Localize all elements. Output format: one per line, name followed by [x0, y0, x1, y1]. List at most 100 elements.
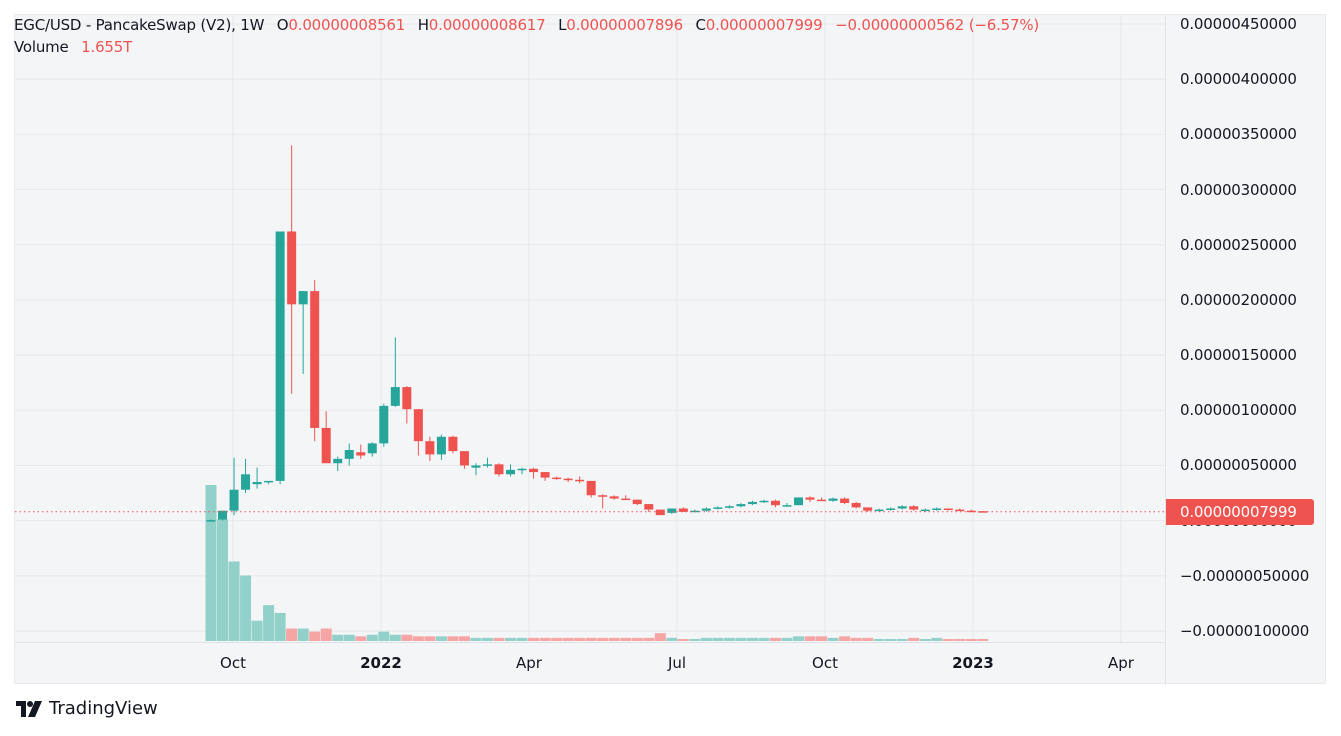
candle-body[interactable] — [863, 507, 873, 511]
candle-body[interactable] — [413, 409, 423, 442]
candle-series — [206, 145, 988, 522]
candle-body[interactable] — [644, 504, 654, 510]
candle-body[interactable] — [805, 497, 815, 500]
candle-body[interactable] — [275, 231, 285, 481]
volume-bar — [516, 637, 528, 641]
volume-bar — [228, 561, 240, 641]
price-tick-label: 0.00000150000 — [1180, 346, 1297, 365]
volume-bar — [597, 637, 609, 641]
candle-body[interactable] — [667, 508, 677, 513]
volume-bar — [931, 637, 943, 641]
candle-body[interactable] — [851, 502, 861, 508]
tradingview-wordmark: TradingView — [49, 698, 158, 719]
candle-body[interactable] — [932, 508, 942, 510]
volume-bar — [712, 637, 724, 641]
price-axis[interactable]: 0.00000450000 0.00000400000 0.00000350000 0… — [1165, 15, 1327, 685]
candle-body[interactable] — [390, 387, 400, 406]
candle-body[interactable] — [655, 509, 665, 516]
candle-body[interactable] — [482, 464, 492, 466]
candle-body[interactable] — [321, 427, 331, 464]
volume-bar — [401, 634, 413, 641]
candle-body[interactable] — [747, 501, 757, 505]
candle-body[interactable] — [598, 495, 608, 497]
candle-body[interactable] — [494, 464, 504, 475]
candle-body[interactable] — [840, 498, 850, 503]
candle-body[interactable] — [701, 508, 711, 511]
candle-body[interactable] — [310, 291, 320, 428]
candle-body[interactable] — [713, 507, 723, 509]
time-tick-label: Apr — [1108, 654, 1134, 672]
candle-body[interactable] — [425, 441, 435, 455]
candle-body[interactable] — [229, 489, 239, 511]
volume-bar — [908, 637, 920, 641]
candle-body[interactable] — [379, 405, 389, 444]
candle-body[interactable] — [367, 443, 377, 454]
candle-body[interactable] — [218, 510, 228, 520]
candle-body[interactable] — [252, 482, 262, 485]
high-value: 0.00000008617 — [428, 16, 546, 34]
candle-body[interactable] — [575, 479, 585, 482]
candle-body[interactable] — [517, 468, 527, 471]
candle-body[interactable] — [333, 458, 343, 464]
candle-body[interactable] — [817, 499, 827, 502]
volume-bar — [309, 631, 321, 641]
candle-body[interactable] — [724, 506, 734, 508]
time-axis[interactable]: Oct 2022 Apr Jul Oct 2023 Apr — [15, 642, 1165, 685]
candle-body[interactable] — [563, 478, 573, 481]
volume-bar — [574, 637, 586, 641]
candle-body[interactable] — [782, 505, 792, 507]
price-tick-label: 0.00000450000 — [1180, 15, 1297, 33]
volume-bar — [850, 637, 862, 641]
candle-body[interactable] — [264, 480, 274, 483]
current-price-tag: 0.00000007999 — [1166, 498, 1314, 525]
candle-body[interactable] — [298, 291, 308, 305]
candle-body[interactable] — [943, 508, 953, 510]
candle-body[interactable] — [586, 480, 596, 496]
candle-body[interactable] — [402, 387, 412, 410]
candle-body[interactable] — [886, 508, 896, 510]
candle-body[interactable] — [736, 504, 746, 507]
candle-body[interactable] — [920, 509, 930, 512]
candle-body[interactable] — [955, 509, 965, 512]
symbol-title[interactable]: EGC/USD - PancakeSwap (V2), 1W — [14, 16, 265, 34]
candle-body[interactable] — [448, 436, 458, 452]
candle-body[interactable] — [609, 496, 619, 499]
candle-body[interactable] — [459, 451, 469, 466]
volume-bar — [862, 637, 874, 641]
candle-body[interactable] — [909, 506, 919, 510]
candle-body[interactable] — [344, 450, 354, 459]
volume-bar — [827, 637, 839, 641]
candle-body[interactable] — [828, 498, 838, 501]
candle-body[interactable] — [287, 231, 297, 305]
volume-bar — [205, 485, 217, 641]
candle-body[interactable] — [529, 468, 539, 473]
volume-bar — [816, 636, 828, 641]
candle-body[interactable] — [540, 472, 550, 478]
price-pane[interactable] — [15, 15, 1165, 642]
candle-body[interactable] — [770, 500, 780, 506]
volume-label[interactable]: Volume — [14, 38, 69, 56]
volume-bar — [528, 637, 540, 641]
candle-body[interactable] — [471, 465, 481, 468]
candle-body[interactable] — [241, 474, 251, 490]
candle-body[interactable] — [874, 509, 884, 512]
time-tick-label: Apr — [516, 654, 542, 672]
candle-body[interactable] — [759, 500, 769, 503]
candle-body[interactable] — [632, 499, 642, 505]
tradingview-branding[interactable]: TradingView — [16, 698, 158, 719]
candle-body[interactable] — [506, 469, 516, 475]
candle-body[interactable] — [794, 497, 804, 506]
candle-body[interactable] — [897, 506, 907, 509]
volume-bar — [389, 634, 401, 641]
candle-body[interactable] — [356, 452, 366, 456]
candle-body[interactable] — [966, 510, 976, 513]
time-tick-label: Oct — [220, 654, 246, 672]
candle-body[interactable] — [552, 477, 562, 480]
candle-body[interactable] — [678, 508, 688, 512]
candle-body[interactable] — [436, 436, 446, 455]
candle-body[interactable] — [206, 520, 216, 522]
volume-bar — [839, 636, 851, 641]
candlestick-chart[interactable] — [15, 15, 1165, 642]
volume-bar — [654, 633, 666, 641]
candle-body[interactable] — [621, 498, 631, 501]
